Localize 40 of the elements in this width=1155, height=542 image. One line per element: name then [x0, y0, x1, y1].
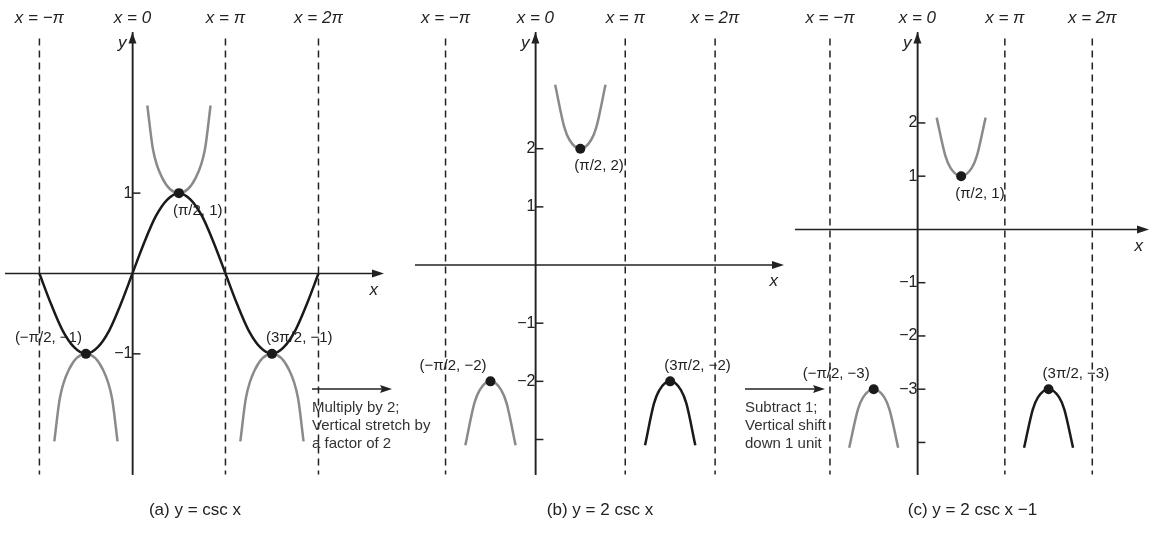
annotation: Subtract 1; Vertical shift down 1 unit [745, 398, 827, 452]
annotation: (π/2, 2) [574, 156, 624, 174]
y-axis-title: y [901, 32, 913, 52]
annotation: Multiply by 2; Vertical stretch by a factor of 2 [312, 398, 432, 452]
y-tick-label: 1 [526, 197, 536, 215]
x-axis-title: x [368, 279, 379, 299]
y-axis-title: y [519, 32, 531, 52]
x-tick-label: x = 0 [112, 7, 152, 27]
x-axis-title: x [1133, 235, 1144, 255]
text: (b) y = 2 csc x [545, 500, 655, 520]
x-tick-label: x = −π [804, 7, 856, 27]
y-tick-label: 1 [908, 166, 918, 184]
x-tick-label: x = −π [419, 7, 471, 27]
annotation: (π/2, 1) [955, 183, 1005, 201]
x-tick-label: x = π [204, 7, 246, 27]
x-tick-label: x = π [604, 7, 646, 27]
text: (c) y = 2 csc x −1 [906, 500, 1039, 520]
x-axis-title: x [768, 271, 779, 291]
x-tick-label: x = 0 [515, 7, 555, 27]
y-tick-label: 2 [526, 139, 536, 157]
y-tick-label: −2 [899, 326, 918, 344]
x-tick-label: x = 2π [293, 7, 344, 27]
annotation: (−π/2, −2) [419, 355, 487, 373]
y-tick-label: 1 [123, 183, 133, 201]
x-tick-label: x = π [984, 7, 1026, 27]
y-tick-label: −1 [114, 344, 133, 362]
annotation: (3π/2, −2) [664, 355, 731, 373]
x-tick-label: x = 2π [1066, 7, 1118, 27]
y-tick-label: −1 [517, 313, 536, 331]
text: (a) y = csc x [147, 500, 243, 520]
y-tick-label: 2 [908, 113, 918, 131]
annotation: (−π/2, −3) [802, 363, 870, 381]
y-tick-label: −2 [517, 371, 536, 389]
y-tick-label: −1 [899, 273, 918, 291]
y-axis-title: y [116, 32, 128, 52]
annotation: (3π/2, −3) [1042, 363, 1110, 381]
x-tick-label: x = 0 [897, 7, 937, 27]
y-tick-label: −3 [899, 379, 918, 397]
x-tick-label: x = −π [13, 7, 65, 27]
x-tick-label: x = 2π [689, 7, 741, 27]
